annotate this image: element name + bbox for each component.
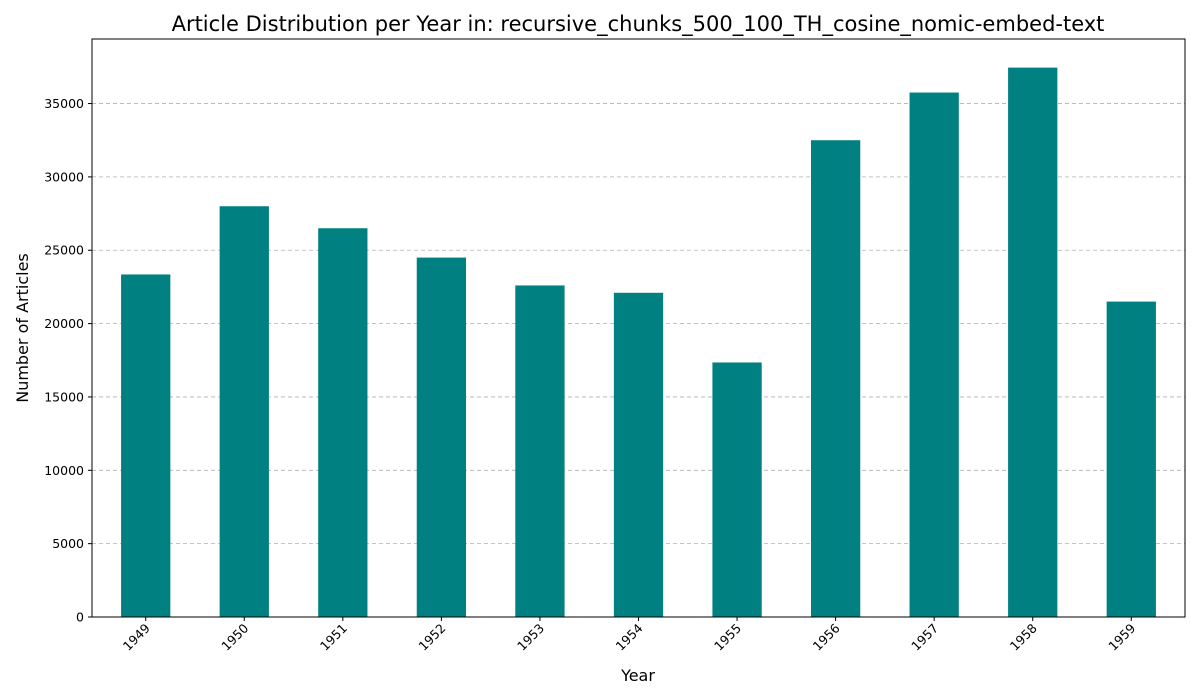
x-tick-label: 1953 bbox=[514, 621, 547, 654]
x-tick-label: 1952 bbox=[415, 621, 448, 654]
chart-title: Article Distribution per Year in: recurs… bbox=[172, 12, 1105, 37]
x-tick-label: 1949 bbox=[120, 620, 153, 653]
x-tick-label: 1951 bbox=[317, 621, 350, 654]
bar-1949 bbox=[121, 274, 171, 617]
y-axis-label: Number of Articles bbox=[13, 253, 32, 403]
y-axis-ticks: 0 5000 10000 15000 20000 25000 30000 35000 bbox=[44, 96, 92, 625]
x-tick-label: 1959 bbox=[1105, 620, 1138, 653]
bar-1955 bbox=[712, 362, 762, 617]
y-tick-label: 25000 bbox=[44, 243, 84, 258]
bar-1951 bbox=[318, 228, 368, 617]
bar-1956 bbox=[810, 140, 861, 618]
bar-1950 bbox=[219, 206, 269, 617]
y-tick-label: 20000 bbox=[44, 316, 84, 331]
bar-1957 bbox=[909, 92, 959, 618]
y-tick-label: 5000 bbox=[52, 536, 84, 551]
y-tick-label: 0 bbox=[76, 610, 84, 625]
bar-1952 bbox=[416, 257, 467, 617]
y-tick-label: 15000 bbox=[44, 389, 84, 404]
bars bbox=[121, 67, 1156, 618]
x-axis-ticks: 1949 1950 1951 1952 1953 1954 1955 1956 1957 1958… bbox=[120, 617, 1138, 654]
x-tick-label: 1955 bbox=[711, 621, 744, 654]
bar-1953 bbox=[515, 285, 565, 617]
bar-1958 bbox=[1008, 67, 1058, 618]
x-tick-label: 1957 bbox=[908, 621, 941, 654]
bar-1954 bbox=[613, 292, 664, 617]
x-axis-label: Year bbox=[620, 666, 655, 685]
y-tick-label: 30000 bbox=[44, 169, 84, 184]
y-tick-label: 10000 bbox=[44, 463, 84, 478]
x-tick-label: 1958 bbox=[1007, 620, 1040, 653]
bar-1959 bbox=[1106, 301, 1156, 617]
x-tick-label: 1954 bbox=[613, 620, 646, 653]
x-tick-label: 1956 bbox=[810, 620, 843, 653]
y-tick-label: 35000 bbox=[44, 96, 84, 111]
x-tick-label: 1950 bbox=[218, 620, 251, 653]
